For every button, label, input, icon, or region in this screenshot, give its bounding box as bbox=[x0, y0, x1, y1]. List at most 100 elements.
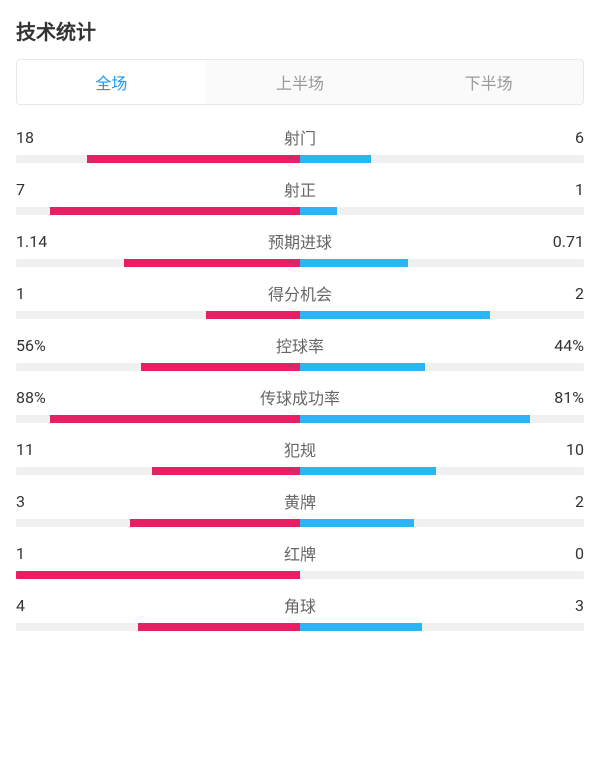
stat-row: 56%控球率44% bbox=[16, 333, 584, 371]
bar-segment-home bbox=[141, 363, 300, 371]
stat-value-away: 6 bbox=[534, 128, 584, 147]
bar-segment-home bbox=[50, 207, 300, 215]
stat-header: 88%传球成功率81% bbox=[16, 385, 584, 409]
tab-full-match[interactable]: 全场 bbox=[17, 60, 206, 104]
bar-half-away bbox=[300, 155, 584, 163]
bar-segment-away bbox=[300, 623, 422, 631]
stat-row: 1.14预期进球0.71 bbox=[16, 229, 584, 267]
stat-value-home: 56% bbox=[16, 336, 66, 355]
stat-value-home: 3 bbox=[16, 492, 66, 511]
bar-half-away bbox=[300, 623, 584, 631]
bar-segment-away bbox=[300, 311, 490, 319]
bar-half-away bbox=[300, 259, 584, 267]
stat-value-away: 81% bbox=[534, 388, 584, 407]
bar-half-away bbox=[300, 415, 584, 423]
stat-value-away: 10 bbox=[534, 440, 584, 459]
stat-value-away: 1 bbox=[534, 180, 584, 199]
bar-half-away bbox=[300, 519, 584, 527]
stat-label: 预期进球 bbox=[66, 229, 534, 253]
bar-half-home bbox=[16, 571, 300, 579]
stat-row: 1得分机会2 bbox=[16, 281, 584, 319]
bar-half-away bbox=[300, 467, 584, 475]
stat-label: 红牌 bbox=[66, 541, 534, 565]
bar-segment-home bbox=[124, 259, 300, 267]
stat-bar bbox=[16, 571, 584, 579]
bar-segment-away bbox=[300, 467, 436, 475]
stat-value-home: 18 bbox=[16, 128, 66, 147]
stat-bar bbox=[16, 363, 584, 371]
stat-label: 射正 bbox=[66, 177, 534, 201]
bar-half-home bbox=[16, 623, 300, 631]
bar-half-home bbox=[16, 311, 300, 319]
stat-bar bbox=[16, 311, 584, 319]
stat-header: 1红牌0 bbox=[16, 541, 584, 565]
bar-segment-home bbox=[152, 467, 300, 475]
tab-first-half[interactable]: 上半场 bbox=[206, 60, 395, 104]
panel-title: 技术统计 bbox=[16, 16, 584, 45]
bar-half-home bbox=[16, 519, 300, 527]
stat-row: 7射正1 bbox=[16, 177, 584, 215]
stat-label: 传球成功率 bbox=[66, 385, 534, 409]
stat-value-home: 1 bbox=[16, 284, 66, 303]
stat-row: 88%传球成功率81% bbox=[16, 385, 584, 423]
bar-half-home bbox=[16, 363, 300, 371]
stat-bar bbox=[16, 155, 584, 163]
stat-row: 18射门6 bbox=[16, 125, 584, 163]
stat-value-away: 2 bbox=[534, 492, 584, 511]
stat-row: 11犯规10 bbox=[16, 437, 584, 475]
stat-row: 3黄牌2 bbox=[16, 489, 584, 527]
bar-segment-away bbox=[300, 259, 408, 267]
stat-value-home: 7 bbox=[16, 180, 66, 199]
stat-label: 黄牌 bbox=[66, 489, 534, 513]
stat-value-away: 44% bbox=[534, 336, 584, 355]
bar-half-home bbox=[16, 207, 300, 215]
stat-bar bbox=[16, 623, 584, 631]
stat-value-away: 0.71 bbox=[534, 232, 584, 251]
tab-second-half[interactable]: 下半场 bbox=[394, 60, 583, 104]
bar-segment-away bbox=[300, 207, 337, 215]
stat-row: 1红牌0 bbox=[16, 541, 584, 579]
stat-value-home: 1.14 bbox=[16, 232, 66, 251]
bar-segment-home bbox=[16, 571, 300, 579]
bar-half-home bbox=[16, 259, 300, 267]
stat-label: 得分机会 bbox=[66, 281, 534, 305]
stat-value-away: 3 bbox=[534, 596, 584, 615]
stat-bar bbox=[16, 467, 584, 475]
bar-segment-home bbox=[138, 623, 300, 631]
bar-segment-home bbox=[50, 415, 300, 423]
bar-half-home bbox=[16, 415, 300, 423]
stat-bar bbox=[16, 207, 584, 215]
period-tabs: 全场 上半场 下半场 bbox=[16, 59, 584, 105]
bar-segment-away bbox=[300, 415, 530, 423]
stat-bar bbox=[16, 519, 584, 527]
stats-panel: 技术统计 全场 上半场 下半场 18射门67射正11.14预期进球0.711得分… bbox=[0, 0, 600, 661]
bar-half-away bbox=[300, 363, 584, 371]
stat-label: 角球 bbox=[66, 593, 534, 617]
stat-bar bbox=[16, 415, 584, 423]
bar-segment-away bbox=[300, 363, 425, 371]
stat-value-home: 1 bbox=[16, 544, 66, 563]
stat-value-away: 2 bbox=[534, 284, 584, 303]
stat-row: 4角球3 bbox=[16, 593, 584, 631]
stat-value-home: 11 bbox=[16, 440, 66, 459]
bar-half-away bbox=[300, 571, 584, 579]
stat-value-home: 4 bbox=[16, 596, 66, 615]
bar-half-home bbox=[16, 155, 300, 163]
stat-bar bbox=[16, 259, 584, 267]
stat-label: 犯规 bbox=[66, 437, 534, 461]
stat-value-away: 0 bbox=[534, 544, 584, 563]
bar-segment-home bbox=[206, 311, 300, 319]
bar-segment-home bbox=[87, 155, 300, 163]
stat-value-home: 88% bbox=[16, 388, 66, 407]
stat-header: 1得分机会2 bbox=[16, 281, 584, 305]
stat-header: 56%控球率44% bbox=[16, 333, 584, 357]
bar-segment-home bbox=[130, 519, 300, 527]
stats-list: 18射门67射正11.14预期进球0.711得分机会256%控球率44%88%传… bbox=[16, 125, 584, 631]
bar-segment-away bbox=[300, 155, 371, 163]
stat-header: 11犯规10 bbox=[16, 437, 584, 461]
bar-segment-away bbox=[300, 519, 414, 527]
stat-header: 7射正1 bbox=[16, 177, 584, 201]
stat-label: 控球率 bbox=[66, 333, 534, 357]
stat-header: 3黄牌2 bbox=[16, 489, 584, 513]
bar-half-home bbox=[16, 467, 300, 475]
